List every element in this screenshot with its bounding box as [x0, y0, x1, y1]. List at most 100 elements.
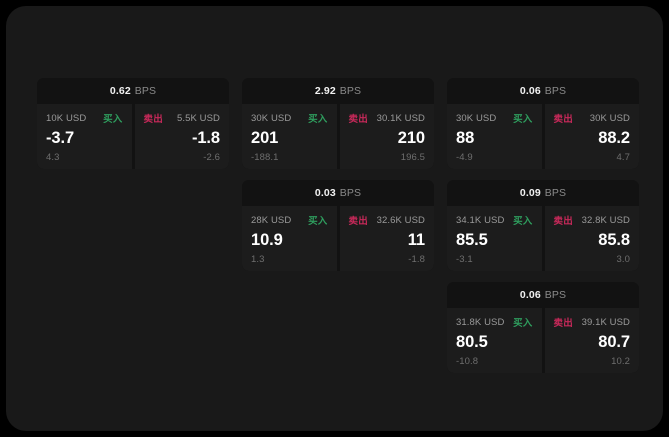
bps-value: 0.03: [314, 186, 336, 199]
sell-side-label: 卖出: [348, 114, 368, 125]
sell-delta: 10.2: [611, 355, 630, 367]
card-column-1: 0.62 BPS 10K USD 买入 -3.7 4.3 卖出: [37, 78, 229, 169]
sell-panel-top: 卖出 5.5K USD: [143, 112, 221, 126]
sell-delta: -1.8: [408, 253, 425, 265]
buy-panel-top: 31.8K USD 买入: [456, 316, 533, 330]
sell-size-label: 32.8K USD: [581, 214, 630, 226]
sell-size-label: 32.6K USD: [376, 214, 425, 226]
card-column-2: 2.92 BPS 30K USD 买入 201 -188.1 卖出: [242, 78, 434, 271]
sell-delta: -2.6: [203, 151, 220, 163]
sell-panel-top: 卖出 30K USD: [553, 112, 631, 126]
buy-delta: -188.1: [251, 151, 279, 163]
buy-side-label: 买入: [308, 114, 328, 125]
buy-side-label: 买入: [513, 114, 533, 125]
bps-unit-label: BPS: [339, 186, 362, 199]
sell-panel[interactable]: 卖出 32.8K USD 85.8 3.0: [544, 206, 639, 271]
buy-panel-top: 34.1K USD 买入: [456, 214, 533, 228]
quote-card-board: 0.62 BPS 10K USD 买入 -3.7 4.3 卖出: [37, 78, 639, 398]
sell-panel-top: 卖出 32.6K USD: [348, 214, 426, 228]
sell-size-label: 30K USD: [589, 112, 630, 124]
buy-size-label: 30K USD: [251, 112, 292, 124]
buy-delta: -4.9: [456, 151, 473, 163]
sell-price: 80.7: [598, 333, 630, 351]
buy-panel[interactable]: 34.1K USD 买入 85.5 -3.1: [447, 206, 542, 271]
sell-panel[interactable]: 卖出 30.1K USD 210 196.5: [339, 104, 434, 169]
sell-panel[interactable]: 卖出 39.1K USD 80.7 10.2: [544, 308, 639, 373]
bps-unit-label: BPS: [134, 84, 157, 97]
quote-card[interactable]: 2.92 BPS 30K USD 买入 201 -188.1 卖出: [242, 78, 434, 169]
buy-delta: -3.1: [456, 253, 473, 265]
buy-size-label: 10K USD: [46, 112, 87, 124]
quote-card[interactable]: 0.62 BPS 10K USD 买入 -3.7 4.3 卖出: [37, 78, 229, 169]
sell-side-label: 卖出: [348, 216, 368, 227]
sell-panel-top: 卖出 30.1K USD: [348, 112, 426, 126]
card-body: 30K USD 买入 201 -188.1 卖出 30.1K USD 210 1…: [242, 104, 434, 169]
sell-panel[interactable]: 卖出 30K USD 88.2 4.7: [544, 104, 639, 169]
bps-unit-label: BPS: [544, 84, 567, 97]
buy-panel-top: 28K USD 买入: [251, 214, 328, 228]
sell-side-label: 卖出: [553, 318, 573, 329]
buy-price: 201: [251, 129, 279, 147]
card-body: 10K USD 买入 -3.7 4.3 卖出 5.5K USD -1.8 -2.…: [37, 104, 229, 169]
buy-panel-top: 10K USD 买入: [46, 112, 123, 126]
bps-unit-label: BPS: [339, 84, 362, 97]
bps-value: 0.06: [519, 288, 541, 301]
card-body: 31.8K USD 买入 80.5 -10.8 卖出 39.1K USD 80.…: [447, 308, 639, 373]
sell-delta: 3.0: [616, 253, 630, 265]
bps-value: 2.92: [314, 84, 336, 97]
buy-size-label: 28K USD: [251, 214, 292, 226]
buy-side-label: 买入: [308, 216, 328, 227]
sell-side-label: 卖出: [553, 114, 573, 125]
sell-price: -1.8: [191, 129, 220, 147]
sell-side-label: 卖出: [143, 114, 163, 125]
buy-side-label: 买入: [513, 216, 533, 227]
sell-panel-top: 卖出 39.1K USD: [553, 316, 631, 330]
buy-price: 80.5: [456, 333, 488, 351]
buy-price: -3.7: [46, 129, 75, 147]
bps-value: 0.62: [109, 84, 131, 97]
buy-price: 88: [456, 129, 475, 147]
buy-delta: 1.3: [251, 253, 265, 265]
card-body: 28K USD 买入 10.9 1.3 卖出 32.6K USD 11 -1.8: [242, 206, 434, 271]
buy-size-label: 30K USD: [456, 112, 497, 124]
card-body: 30K USD 买入 88 -4.9 卖出 30K USD 88.2 4.7: [447, 104, 639, 169]
buy-price: 10.9: [251, 231, 283, 249]
bps-value: 0.09: [519, 186, 541, 199]
sell-price: 11: [407, 231, 425, 249]
sell-size-label: 5.5K USD: [176, 112, 220, 124]
buy-panel[interactable]: 30K USD 买入 88 -4.9: [447, 104, 542, 169]
buy-panel[interactable]: 10K USD 买入 -3.7 4.3: [37, 104, 132, 169]
sell-panel[interactable]: 卖出 32.6K USD 11 -1.8: [339, 206, 434, 271]
quote-card[interactable]: 0.03 BPS 28K USD 买入 10.9 1.3 卖出: [242, 180, 434, 271]
buy-panel-top: 30K USD 买入: [251, 112, 328, 126]
buy-panel[interactable]: 28K USD 买入 10.9 1.3: [242, 206, 337, 271]
sell-panel-top: 卖出 32.8K USD: [553, 214, 631, 228]
sell-panel[interactable]: 卖出 5.5K USD -1.8 -2.6: [134, 104, 229, 169]
card-column-3: 0.06 BPS 30K USD 买入 88 -4.9 卖出: [447, 78, 639, 373]
buy-panel[interactable]: 30K USD 买入 201 -188.1: [242, 104, 337, 169]
card-header: 0.03 BPS: [242, 180, 434, 206]
bps-value: 0.06: [519, 84, 541, 97]
bps-unit-label: BPS: [544, 288, 567, 301]
buy-side-label: 买入: [103, 114, 123, 125]
sell-price: 88.2: [598, 129, 630, 147]
buy-side-label: 买入: [513, 318, 533, 329]
sell-delta: 4.7: [616, 151, 630, 163]
card-body: 34.1K USD 买入 85.5 -3.1 卖出 32.8K USD 85.8…: [447, 206, 639, 271]
card-header: 0.62 BPS: [37, 78, 229, 104]
bps-unit-label: BPS: [544, 186, 567, 199]
card-header: 0.06 BPS: [447, 78, 639, 104]
sell-delta: 196.5: [400, 151, 425, 163]
quote-card[interactable]: 0.06 BPS 31.8K USD 买入 80.5 -10.8 卖: [447, 282, 639, 373]
buy-panel[interactable]: 31.8K USD 买入 80.5 -10.8: [447, 308, 542, 373]
buy-size-label: 34.1K USD: [456, 214, 505, 226]
buy-size-label: 31.8K USD: [456, 316, 505, 328]
sell-price: 210: [397, 129, 425, 147]
sell-size-label: 39.1K USD: [581, 316, 630, 328]
quote-card[interactable]: 0.09 BPS 34.1K USD 买入 85.5 -3.1 卖出: [447, 180, 639, 271]
sell-side-label: 卖出: [553, 216, 573, 227]
card-header: 0.06 BPS: [447, 282, 639, 308]
card-header: 2.92 BPS: [242, 78, 434, 104]
buy-delta: -10.8: [456, 355, 479, 367]
quote-card[interactable]: 0.06 BPS 30K USD 买入 88 -4.9 卖出: [447, 78, 639, 169]
